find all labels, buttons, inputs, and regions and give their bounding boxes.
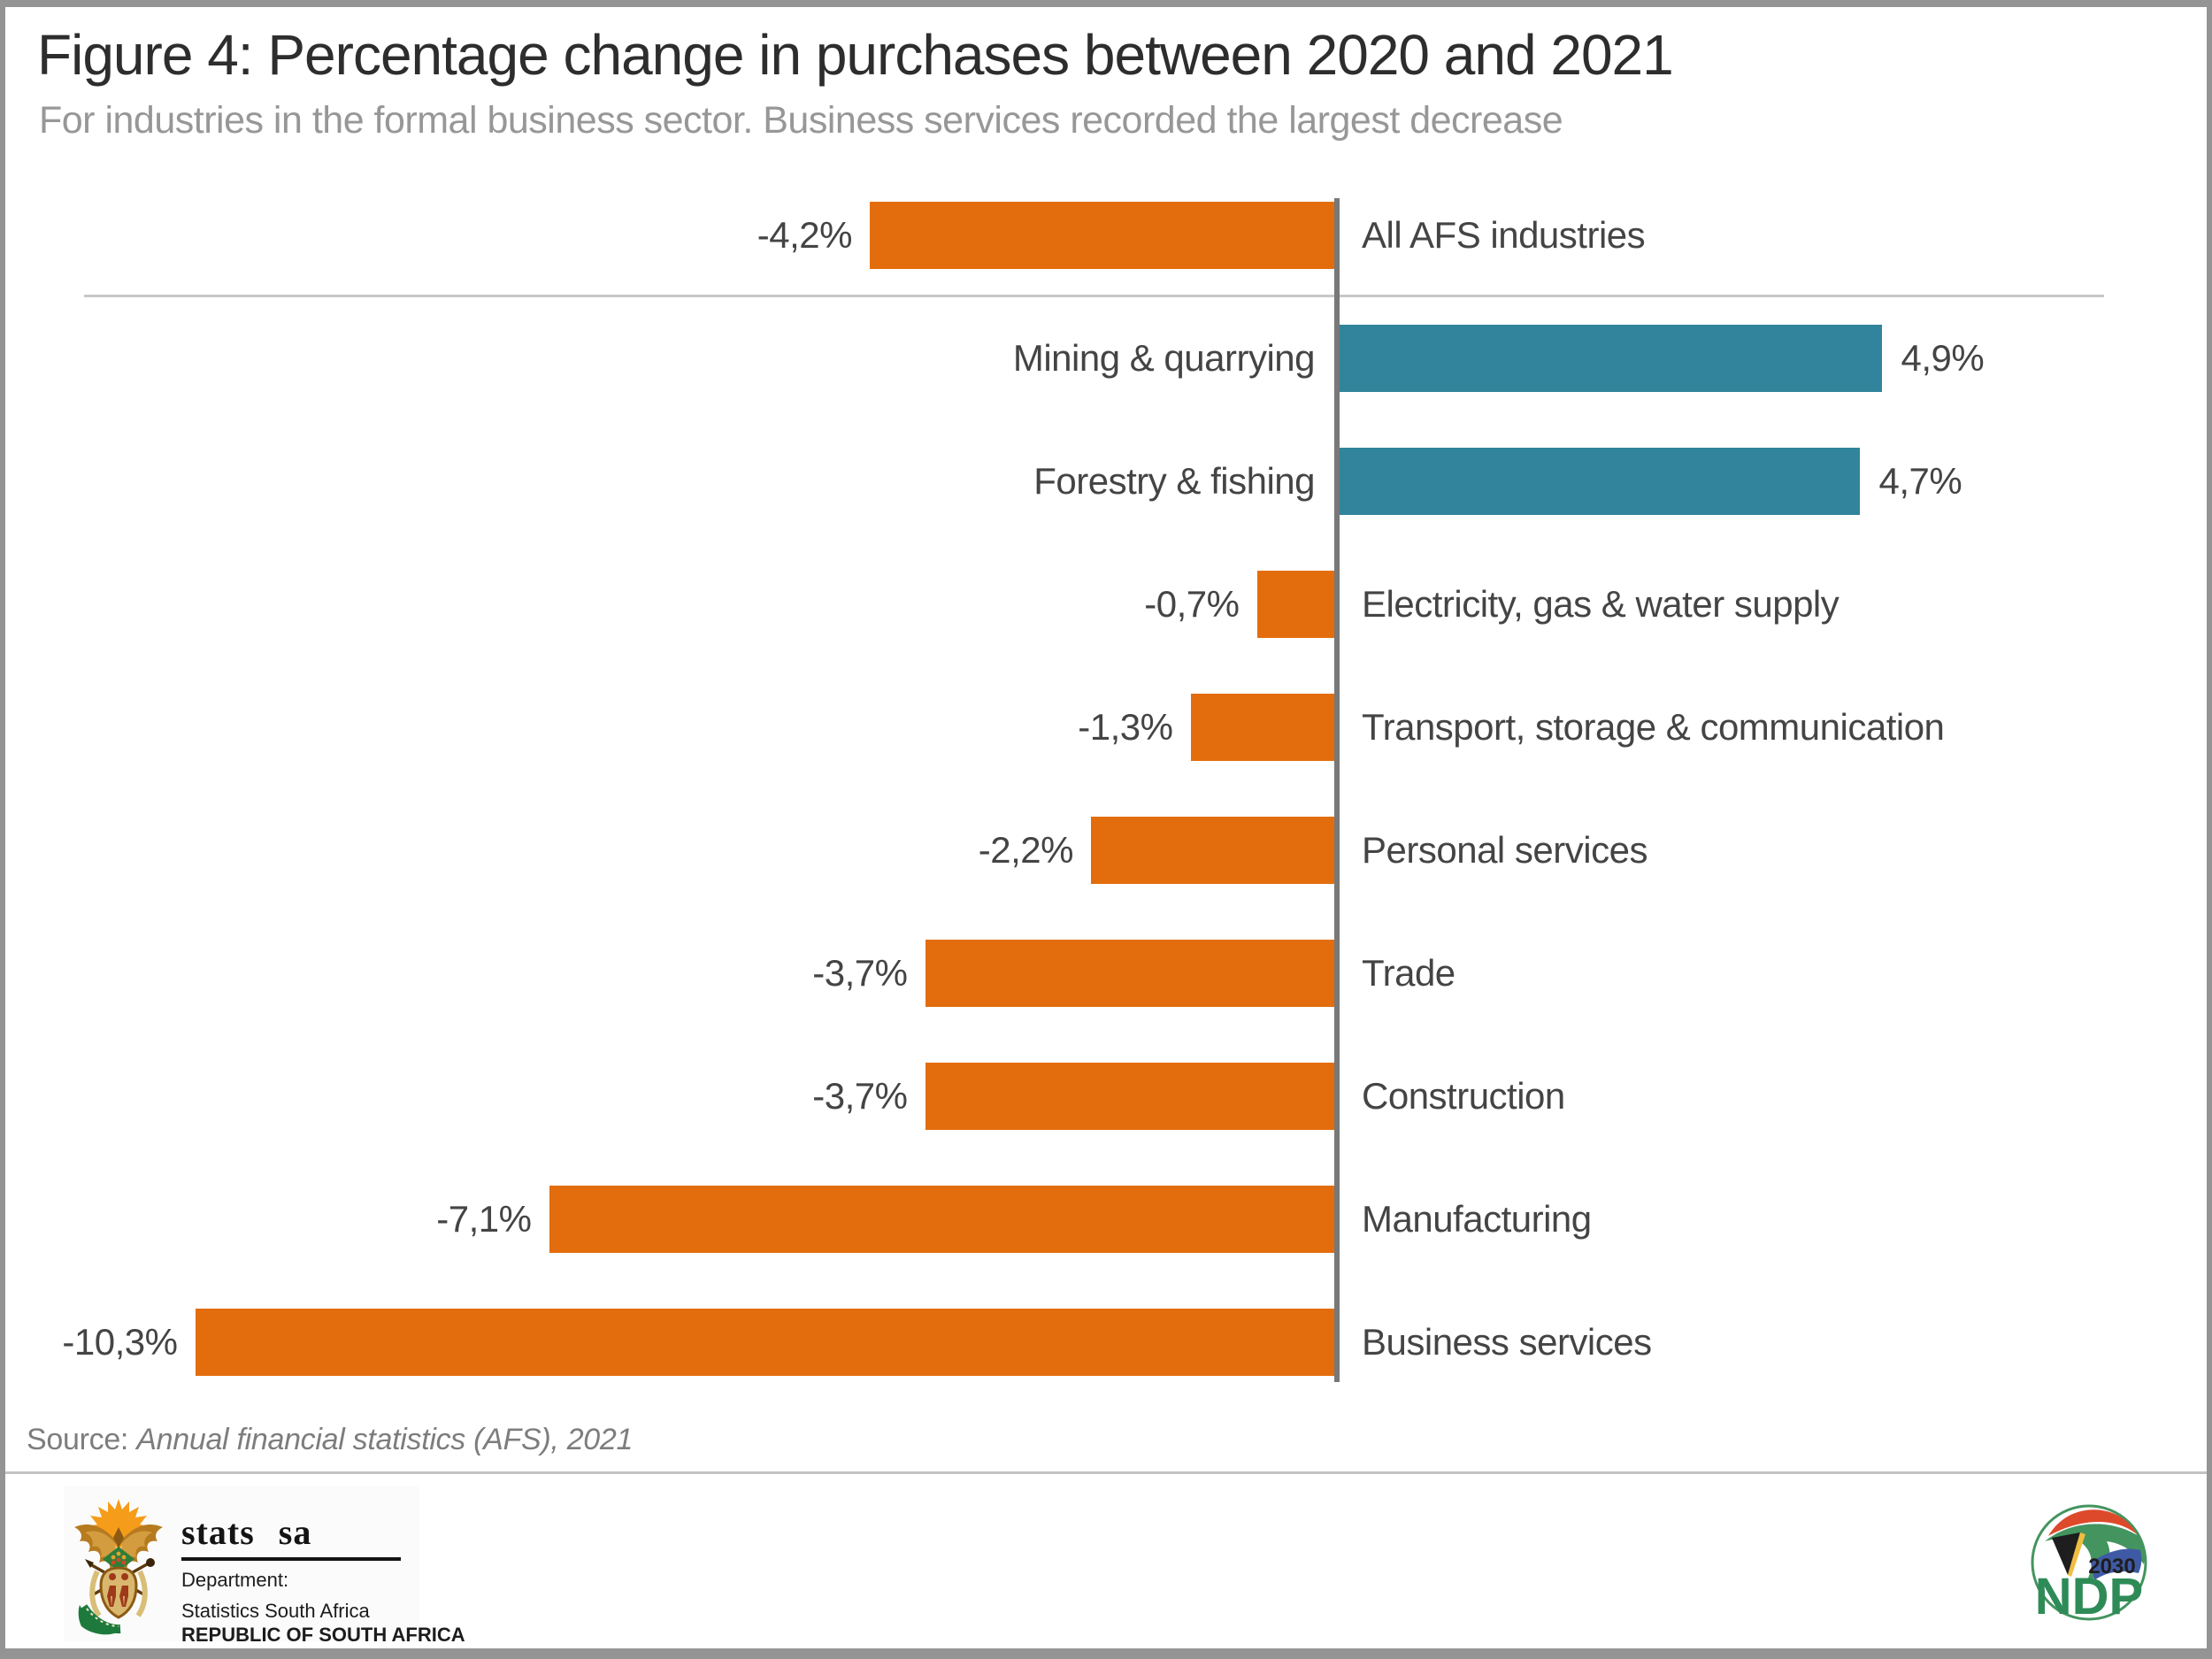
value-label: -3,7% [812, 1075, 908, 1117]
chart-row-transport-storage-communication: -1,3% Transport, storage & communication [0, 694, 2212, 761]
value-label: -0,7% [1144, 583, 1240, 625]
ndp-acronym: NDP [2035, 1568, 2143, 1625]
ndp-gold-edge [2068, 1532, 2085, 1577]
ndp-2030-logo: 2030 NDP [2031, 1504, 2147, 1625]
bar-transport-storage-communication [1190, 694, 1334, 761]
value-label: -3,7% [812, 952, 908, 994]
category-label: Personal services [1362, 829, 1647, 871]
chart-row-personal-services: -2,2% Personal services [0, 817, 2212, 884]
bar-trade [925, 940, 1334, 1007]
statssa-dept-line1: Department: [181, 1569, 289, 1591]
value-label: -2,2% [978, 829, 1074, 871]
value-label: -10,3% [62, 1321, 178, 1363]
chart-row-manufacturing: -7,1% Manufacturing [0, 1186, 2212, 1253]
chart-row-mining-quarrying: 4,9% Mining & quarrying [0, 325, 2212, 392]
zero-axis-line [1334, 198, 1340, 1382]
chart-row-all-afs-industries: -4,2% All AFS industries [0, 202, 2212, 269]
statssa-wordmark: stats sa [181, 1512, 312, 1552]
source-note: Source: Annual financial statistics (AFS… [27, 1423, 633, 1457]
bar-mining-quarrying [1340, 325, 1882, 392]
source-citation: Annual financial statistics (AFS), 2021 [136, 1423, 634, 1456]
bird-head-shape [113, 1527, 124, 1548]
value-label: 4,7% [1878, 460, 1962, 502]
bar-forestry-fishing [1340, 448, 1860, 515]
bar-manufacturing [549, 1186, 1334, 1253]
chart-row-trade: -3,7% Trade [0, 940, 2212, 1007]
statssa-wordmark-block: stats sa Department: Statistics South Af… [181, 1515, 465, 1647]
category-label: Forestry & fishing [1033, 460, 1315, 502]
statssa-rule [181, 1557, 401, 1561]
shield-figure-right [119, 1573, 129, 1607]
ndp-blue-band [2091, 1548, 2142, 1580]
category-label: Transport, storage & communication [1362, 706, 1945, 748]
ndp-black-triangle [2052, 1532, 2080, 1575]
value-label: -1,3% [1078, 706, 1173, 748]
left-wheat-shape [89, 1570, 102, 1617]
statssa-dept-line2: Statistics South Africa [181, 1600, 370, 1622]
category-label: All AFS industries [1362, 214, 1646, 256]
chart-row-business-services: -10,3% Business services [0, 1309, 2212, 1376]
value-label: -4,2% [757, 214, 853, 256]
figure-title: Figure 4: Percentage change in purchases… [37, 23, 1674, 87]
motto-ribbon-arc [79, 1604, 121, 1634]
motto-dots [86, 1608, 119, 1627]
first-row-separator-line [84, 295, 2104, 297]
value-label: -7,1% [436, 1198, 532, 1240]
category-label: Manufacturing [1362, 1198, 1592, 1240]
motto-ribbon-shape [78, 1605, 119, 1635]
ndp-year: 2030 [2088, 1555, 2135, 1578]
bar-construction [925, 1063, 1334, 1130]
bar-personal-services [1091, 817, 1334, 884]
statssa-dept-line3: REPUBLIC OF SOUTH AFRICA [181, 1624, 465, 1646]
category-label: Trade [1362, 952, 1455, 994]
spear-tip-shape [85, 1559, 94, 1568]
bar-all-afs-industries [870, 202, 1334, 269]
bar-electricity-gas-water-supply [1256, 571, 1334, 638]
category-label: Electricity, gas & water supply [1362, 583, 1839, 625]
figure-subtitle: For industries in the formal business se… [39, 99, 1563, 142]
footer-separator-line [0, 1471, 2212, 1474]
chart-row-construction: -3,7% Construction [0, 1063, 2212, 1130]
shield-shape [99, 1566, 138, 1619]
chart-row-electricity-gas-water-supply: -0,7% Electricity, gas & water supply [0, 571, 2212, 638]
chart-row-forestry-fishing: 4,7% Forestry & fishing [0, 448, 2212, 515]
right-wheat-shape [135, 1570, 148, 1617]
bar-business-services [195, 1309, 1334, 1376]
shield-figure-left [107, 1573, 117, 1607]
category-label: Business services [1362, 1321, 1652, 1363]
category-label: Construction [1362, 1075, 1565, 1117]
coat-of-arms-icon [74, 1499, 163, 1635]
value-label: 4,9% [1901, 337, 1985, 379]
category-label: Mining & quarrying [1012, 337, 1316, 379]
source-prefix: Source: [27, 1423, 137, 1456]
ndp-red-arc [2048, 1509, 2137, 1536]
